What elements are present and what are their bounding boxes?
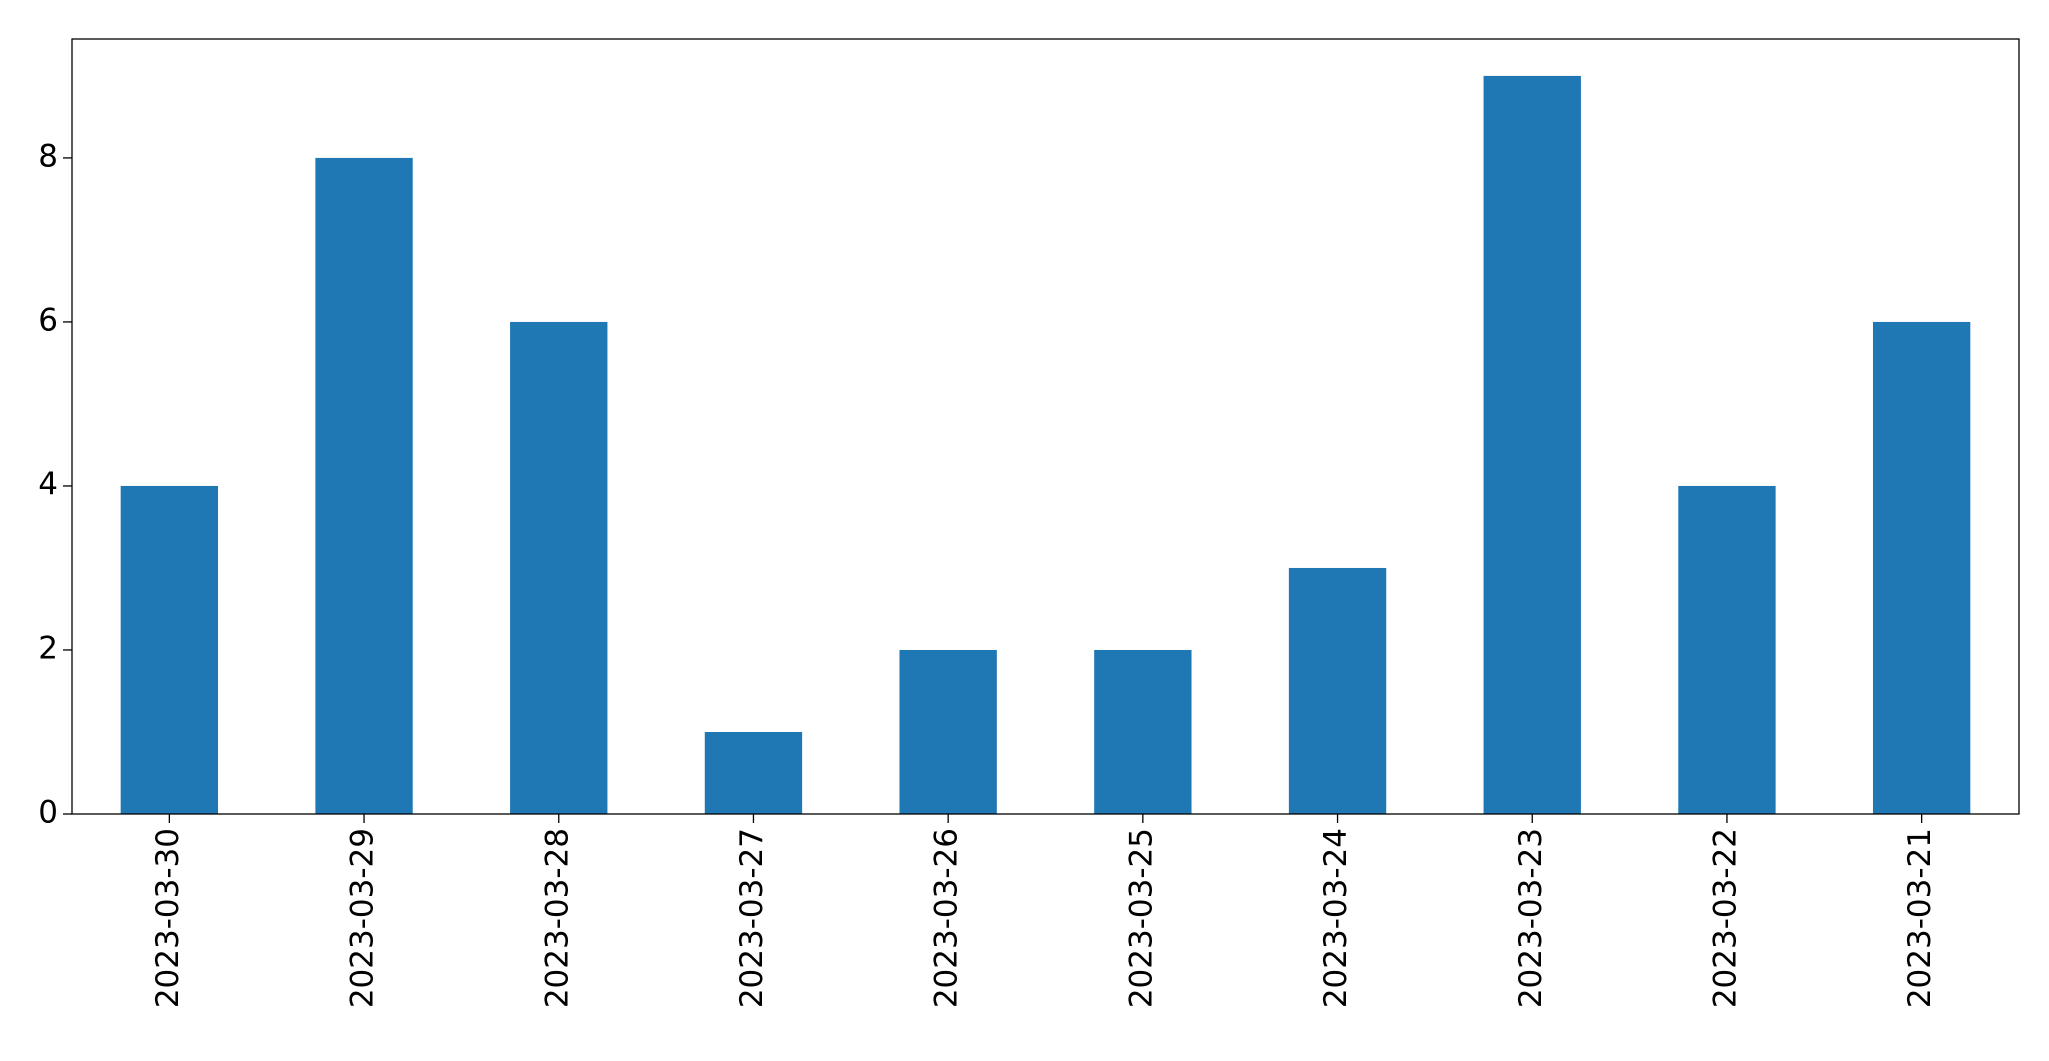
bar (1094, 649, 1192, 814)
x-tick-label: 2023-03-28 (539, 828, 575, 1008)
bar (1678, 485, 1776, 814)
x-tick-label: 2023-03-24 (1318, 828, 1354, 1008)
bar (1483, 75, 1581, 814)
bar (1872, 321, 1971, 814)
x-tick-label: 2023-03-26 (929, 828, 965, 1008)
bar (899, 649, 997, 814)
bar (315, 157, 413, 814)
x-tick-label: 2023-03-29 (345, 828, 381, 1008)
y-tick-label: 0 (38, 795, 58, 831)
y-tick-label: 8 (38, 138, 58, 174)
x-tick-label: 2023-03-23 (1513, 828, 1549, 1008)
bar (1288, 567, 1387, 814)
y-tick-label: 2 (38, 630, 58, 666)
y-tick-label: 4 (38, 466, 58, 502)
x-tick-label: 2023-03-21 (1902, 828, 1938, 1008)
bar (120, 485, 219, 814)
x-tick-label: 2023-03-25 (1123, 828, 1159, 1008)
y-tick-label: 6 (38, 302, 58, 338)
bar (704, 731, 803, 814)
x-tick-label: 2023-03-30 (150, 828, 186, 1008)
axes-frame (71, 38, 2020, 815)
bar (510, 321, 608, 814)
x-tick-label: 2023-03-27 (734, 828, 770, 1008)
x-tick-label: 2023-03-22 (1707, 828, 1743, 1008)
